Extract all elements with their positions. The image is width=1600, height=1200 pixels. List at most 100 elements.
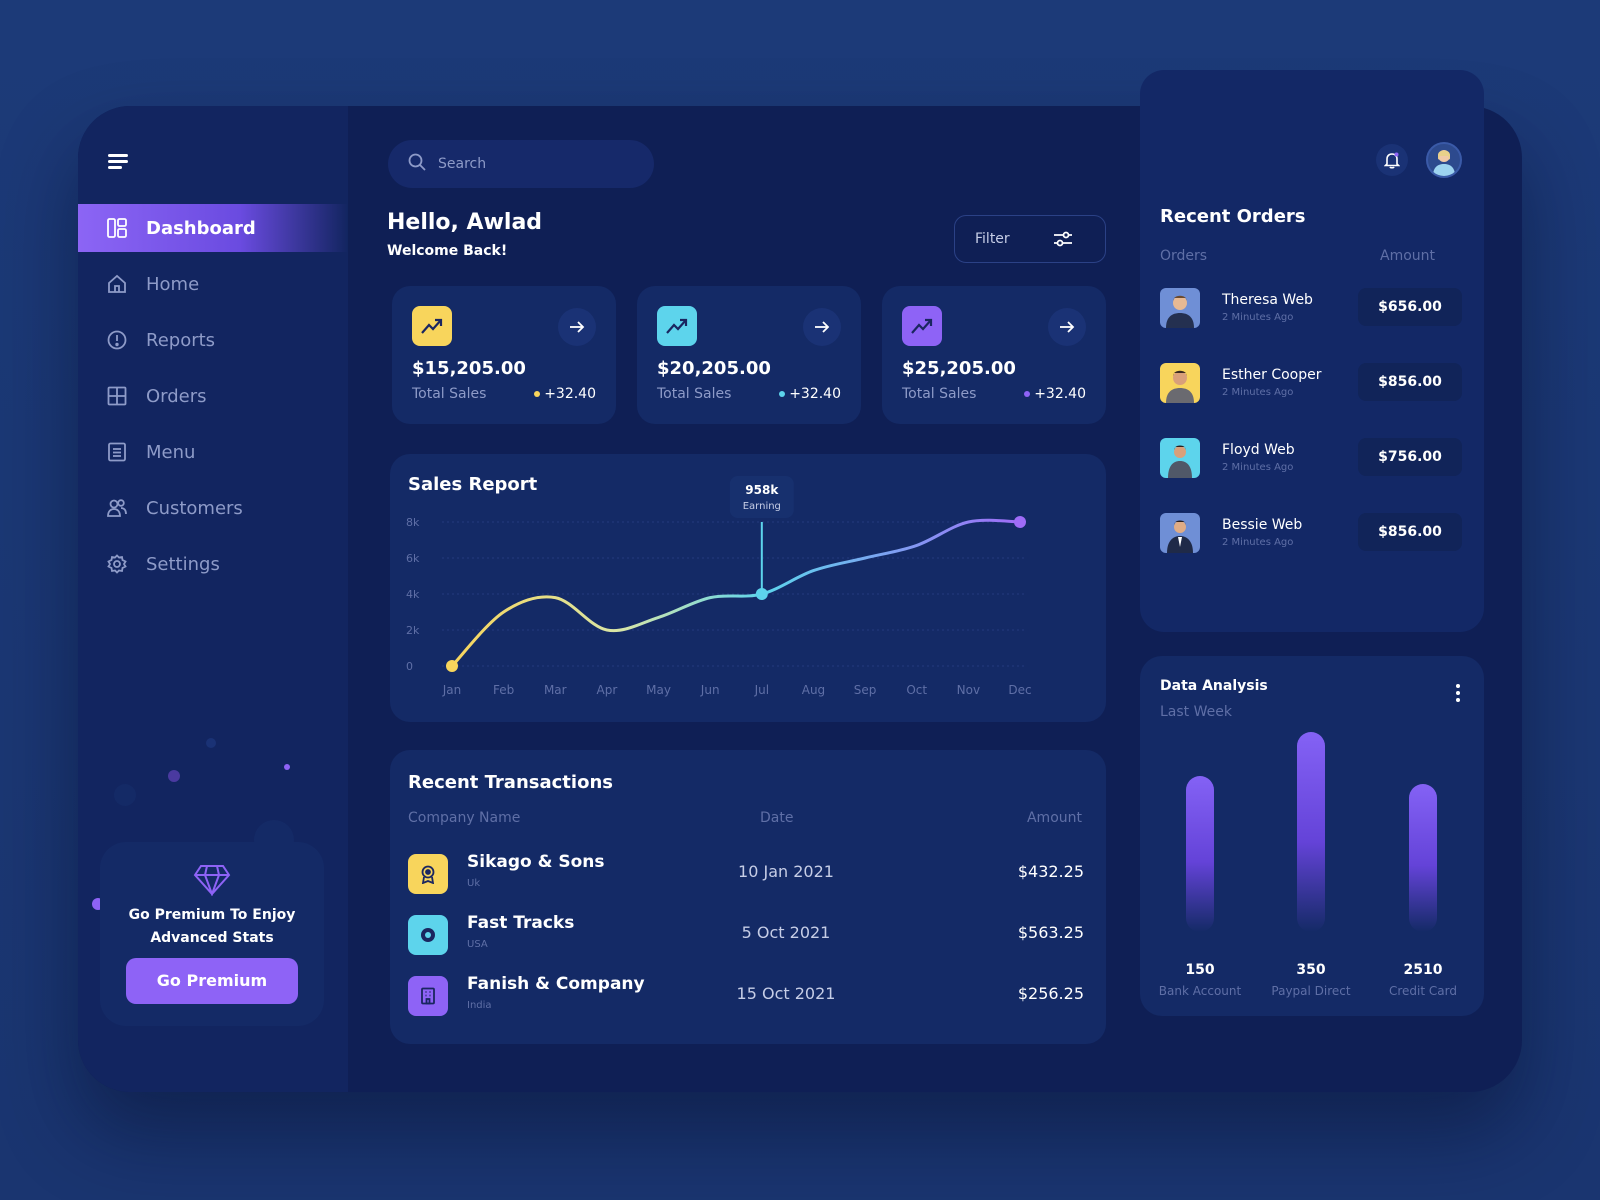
- company-country: Uk: [467, 878, 481, 889]
- grid-icon: [106, 385, 128, 407]
- sales-chart: 8k 6k 4k 2k 0 Jan Feb Mar Apr May Jun Jul Aug Sep Oct…: [406, 476, 1032, 697]
- transaction-amount: $432.25: [1017, 862, 1084, 881]
- order-time: 2 Minutes Ago: [1222, 387, 1294, 398]
- y-tick-label: 8k: [406, 516, 420, 529]
- search-icon: [408, 153, 426, 175]
- x-tick-label: Jul: [754, 683, 769, 697]
- list-icon: [106, 441, 128, 463]
- decor-dot: [284, 764, 290, 770]
- stat-change: +32.40: [534, 386, 596, 402]
- transaction-date: 15 Oct 2021: [736, 984, 836, 1003]
- x-tick-label: Apr: [597, 683, 618, 697]
- x-tick-label: Aug: [802, 683, 825, 697]
- bar-label: Bank Account: [1158, 984, 1242, 998]
- premium-card: Go Premium To Enjoy Advanced Stats Go Pr…: [100, 842, 324, 1026]
- stat-label: Total Sales: [902, 386, 977, 402]
- avatar: [1160, 288, 1200, 328]
- bar-paypal-direct: [1297, 732, 1325, 932]
- stat-value: $25,205.00: [902, 358, 1016, 379]
- sidebar-item-settings[interactable]: Settings: [78, 540, 348, 588]
- order-amount: $856.00: [1358, 363, 1462, 401]
- avatar: [1160, 513, 1200, 553]
- gear-icon: [106, 553, 128, 575]
- sidebar-item-orders[interactable]: Orders: [78, 372, 348, 420]
- stat-change-value: +32.40: [1034, 386, 1086, 402]
- table-row[interactable]: Fanish & Company India 15 Oct 2021 $256.…: [390, 972, 1106, 1022]
- go-premium-button[interactable]: Go Premium: [126, 958, 298, 1004]
- hamburger-menu-icon[interactable]: [108, 154, 128, 170]
- arrow-right-icon[interactable]: [558, 308, 596, 346]
- stat-label: Total Sales: [657, 386, 732, 402]
- avatar[interactable]: [1426, 142, 1462, 178]
- search-input[interactable]: [438, 156, 628, 172]
- bar-value: 2510: [1403, 962, 1443, 978]
- premium-line-1: Go Premium To Enjoy: [128, 907, 296, 923]
- data-analysis-subtitle: Last Week: [1160, 704, 1232, 720]
- order-amount: $856.00: [1358, 513, 1462, 551]
- order-time: 2 Minutes Ago: [1222, 537, 1294, 548]
- order-customer-name: Floyd Web: [1222, 442, 1295, 458]
- award-icon: [408, 854, 448, 894]
- recent-orders-panel: Recent Orders Orders Amount Theresa Web …: [1140, 70, 1484, 632]
- trend-up-icon: [412, 306, 452, 346]
- list-item[interactable]: Floyd Web 2 Minutes Ago $756.00: [1140, 438, 1484, 482]
- sidebar-nav: Dashboard Home Reports Orders Menu: [78, 204, 348, 596]
- filter-button[interactable]: Filter: [954, 215, 1106, 263]
- company-name: Fast Tracks: [467, 913, 575, 933]
- y-tick-label: 0: [406, 660, 413, 673]
- stat-label: Total Sales: [412, 386, 487, 402]
- column-header-amount: Amount: [1026, 810, 1082, 826]
- sliders-icon: [1053, 230, 1073, 252]
- y-tick-label: 2k: [406, 624, 420, 637]
- sidebar-item-reports[interactable]: Reports: [78, 316, 348, 364]
- column-header-company: Company Name: [408, 810, 521, 826]
- avatar: [1160, 438, 1200, 478]
- bar-value: 350: [1296, 962, 1326, 978]
- list-item[interactable]: Theresa Web 2 Minutes Ago $656.00: [1140, 288, 1484, 332]
- x-tick-label: Jan: [442, 683, 462, 697]
- sidebar-item-home[interactable]: Home: [78, 260, 348, 308]
- x-tick-label: Oct: [906, 683, 927, 697]
- sidebar-item-menu[interactable]: Menu: [78, 428, 348, 476]
- data-point-end: [1014, 516, 1026, 528]
- order-amount: $656.00: [1358, 288, 1462, 326]
- column-header-date: Date: [760, 810, 794, 826]
- order-customer-name: Esther Cooper: [1222, 367, 1322, 383]
- list-item[interactable]: Bessie Web 2 Minutes Ago $856.00: [1140, 513, 1484, 557]
- stat-card-2[interactable]: $20,205.00 Total Sales +32.40: [637, 286, 861, 424]
- sidebar-item-label: Customers: [146, 497, 243, 519]
- sidebar-item-dashboard[interactable]: Dashboard: [78, 204, 348, 252]
- arrow-right-icon[interactable]: [803, 308, 841, 346]
- stat-card-1[interactable]: $15,205.00 Total Sales +32.40: [392, 286, 616, 424]
- transaction-date: 10 Jan 2021: [738, 862, 834, 881]
- x-tick-label: Jun: [700, 683, 720, 697]
- stat-card-3[interactable]: $25,205.00 Total Sales +32.40: [882, 286, 1106, 424]
- page-subtitle: Welcome Back!: [387, 243, 508, 259]
- users-icon: [106, 497, 128, 519]
- search-bar: [388, 140, 654, 188]
- x-tick-label: Sep: [854, 683, 877, 697]
- order-time: 2 Minutes Ago: [1222, 312, 1294, 323]
- recent-transactions-panel: Recent Transactions Company Name Date Am…: [390, 750, 1106, 1044]
- chart-tooltip: 958k Earning: [729, 476, 794, 518]
- transaction-amount: $563.25: [1017, 923, 1084, 942]
- page-title: Hello, Awlad: [387, 210, 543, 235]
- target-icon: [408, 915, 448, 955]
- list-item[interactable]: Esther Cooper 2 Minutes Ago $856.00: [1140, 363, 1484, 407]
- arrow-right-icon[interactable]: [1048, 308, 1086, 346]
- bar-bank-account: [1186, 776, 1214, 932]
- sidebar-item-label: Dashboard: [146, 217, 256, 239]
- sidebar-item-customers[interactable]: Customers: [78, 484, 348, 532]
- premium-text: Go Premium To Enjoy Advanced Stats: [100, 904, 324, 950]
- column-header-orders: Orders: [1160, 248, 1208, 264]
- sidebar: Dashboard Home Reports Orders Menu: [78, 106, 348, 1092]
- table-row[interactable]: Sikago & Sons Uk 10 Jan 2021 $432.25: [390, 850, 1106, 900]
- transaction-amount: $256.25: [1017, 984, 1084, 1003]
- bar-credit-card: [1409, 784, 1437, 932]
- order-customer-name: Theresa Web: [1222, 292, 1313, 308]
- table-row[interactable]: Fast Tracks USA 5 Oct 2021 $563.25: [390, 911, 1106, 961]
- more-options-icon[interactable]: [1456, 684, 1462, 704]
- bar-value: 150: [1185, 962, 1215, 978]
- bell-icon[interactable]: [1376, 144, 1408, 176]
- sidebar-item-label: Menu: [146, 441, 196, 463]
